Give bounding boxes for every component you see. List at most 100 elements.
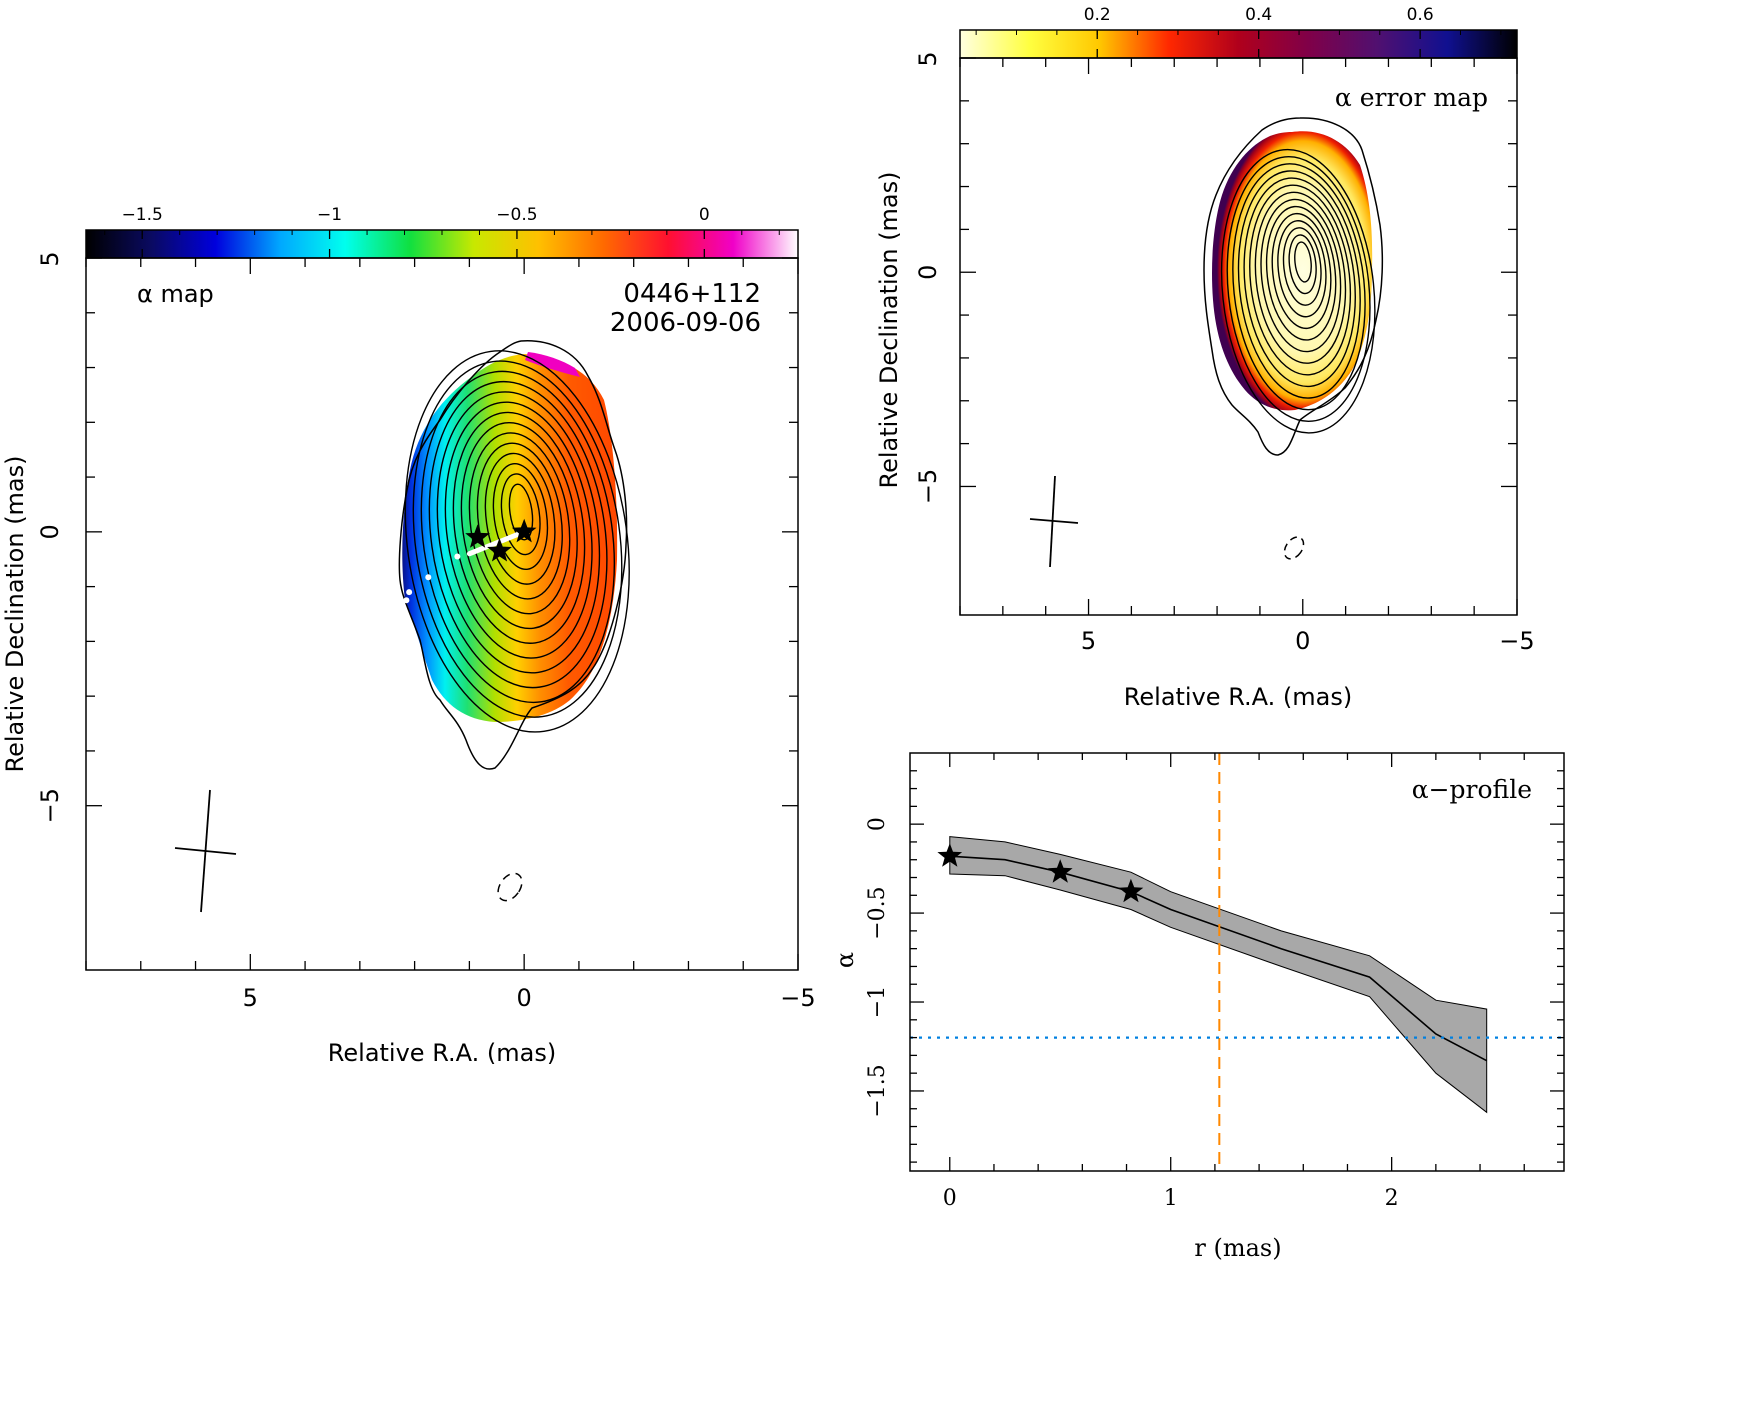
- colorbar-tick-label: −1.5: [122, 205, 163, 225]
- alpha-map-label: α map: [137, 280, 214, 308]
- colorbar-tick-label: −0.5: [496, 205, 537, 225]
- contour-line: [420, 370, 616, 704]
- error-colorbar-ticks: 0.2 0.4 0.6: [975, 5, 1502, 58]
- colorbar-tick-label: 0: [699, 205, 710, 225]
- colorbar-tick-label: 0.4: [1245, 5, 1272, 25]
- alpha-error-map-panel: 5 0.2 0.4 0.6 5 0 −5 0 −5 α error map Relative…: [875, 5, 1535, 711]
- error-map-xlabel: Relative R.A. (mas): [1124, 683, 1352, 711]
- alpha-map-frame: [85, 257, 799, 971]
- error-map-label: α error map: [1335, 83, 1488, 112]
- y-tick-label: 0: [914, 265, 942, 280]
- contour-line: [484, 452, 556, 585]
- y-tick-label: −1.5: [865, 1064, 890, 1117]
- alpha-map-star: [487, 538, 512, 562]
- alpha-map-star: [511, 518, 537, 543]
- y-tick-label: −1: [865, 986, 890, 1018]
- x-tick-label: 0: [517, 984, 532, 1012]
- contour-line: [412, 360, 623, 718]
- beam-ellipse: [497, 872, 523, 902]
- x-tick-label: 5: [243, 984, 258, 1012]
- source-name: 0446+112: [623, 279, 761, 309]
- contour-line: [1282, 227, 1322, 306]
- profile-ylabel: α: [831, 952, 859, 968]
- x-tick-label: 1: [1164, 1186, 1178, 1211]
- contour-line: [1249, 184, 1352, 376]
- alpha-outer-contour: [398, 340, 628, 770]
- error-color-field: [1212, 131, 1373, 411]
- alpha-map-axis-ticks: 5 0 −5 0 −5: [36, 257, 816, 1012]
- contour-line: [1288, 234, 1317, 295]
- ridge-point: [403, 597, 410, 604]
- error-map-frame: [959, 57, 1518, 616]
- contour-line: [1294, 241, 1312, 283]
- error-map-image: [1212, 131, 1373, 411]
- alpha-map-star: [465, 524, 490, 548]
- x-tick-label: −5: [1499, 627, 1534, 655]
- profile-line: [949, 855, 1488, 1062]
- profile-star: [937, 843, 963, 867]
- error-map-axis-ticks: 5 0 −5 0 −5: [914, 57, 1535, 655]
- error-beam-ellipse: [1283, 536, 1305, 560]
- profile-xlabel: r (mas): [1194, 1234, 1281, 1262]
- ridge-point: [454, 553, 461, 560]
- y-tick-label: −5: [36, 788, 64, 823]
- alpha-map-panel: 5 −1.5 −1 −0.5 0 5 0 −5 0 −5 α map 0446+112 200…: [1, 205, 816, 1067]
- contour-line: [1220, 148, 1376, 434]
- alpha-map-stars: [465, 518, 537, 562]
- colorbar-side-label-e: 5: [914, 51, 942, 66]
- contour-line: [1237, 170, 1361, 399]
- contour-line: [1243, 177, 1356, 388]
- error-outer-contour: [1203, 117, 1384, 456]
- profile-star: [1118, 878, 1144, 903]
- x-tick-label: 2: [1385, 1186, 1399, 1211]
- contour-line: [476, 442, 563, 600]
- x-tick-label: 5: [1081, 627, 1096, 655]
- error-colorbar: [959, 29, 1518, 59]
- colorbar-tick-label: 0.2: [1084, 5, 1111, 25]
- x-tick-label: 0: [1295, 627, 1310, 655]
- profile-axis-ticks: 0 1 2 0 −0.5 −1 −1.5: [865, 753, 1564, 1211]
- ridge-point: [406, 589, 413, 596]
- colorbar-side-label-a: 5: [36, 251, 64, 266]
- observation-date: 2006-09-06: [610, 308, 761, 338]
- profile-error-band: [949, 836, 1488, 1114]
- error-map-contours: [1220, 148, 1376, 434]
- ridge-point: [425, 574, 432, 581]
- colorbar-tick-label: 0.6: [1407, 5, 1434, 25]
- profile-plot-area: [910, 753, 1564, 1171]
- y-tick-label: 0: [36, 524, 64, 539]
- error-map-ylabel: Relative Declination (mas): [875, 171, 903, 488]
- y-tick-label: 0: [865, 817, 890, 831]
- profile-frame: [909, 752, 1565, 1172]
- contour-line: [1260, 198, 1342, 353]
- contour-line: [1232, 163, 1366, 411]
- contour-line: [1277, 220, 1327, 318]
- contour-line: [500, 473, 541, 556]
- contour-line: [468, 432, 571, 615]
- contour-line: [492, 463, 549, 571]
- y-tick-label: −0.5: [865, 886, 890, 939]
- contour-line: [436, 391, 601, 674]
- alpha-map-ylabel: Relative Declination (mas): [1, 455, 29, 772]
- alpha-colorbar-ticks: −1.5 −1 −0.5 0: [104, 205, 780, 258]
- alpha-map-contours: [404, 350, 630, 733]
- alpha-map-xlabel: Relative R.A. (mas): [328, 1039, 556, 1067]
- beam-cross: [174, 789, 237, 913]
- contour-line: [1265, 205, 1337, 341]
- error-beam-cross: [1029, 475, 1079, 568]
- alpha-ridge-line: [403, 529, 527, 604]
- contour-line: [444, 401, 593, 659]
- ridge-segment: [466, 529, 527, 557]
- alpha-profile-panel: 0 1 2 0 −0.5 −1 −1.5 α−profile r (mas) α: [831, 752, 1565, 1262]
- alpha-edge-magenta: [525, 352, 580, 377]
- contour-line: [1254, 191, 1347, 364]
- x-tick-label: −5: [780, 984, 815, 1012]
- contour-line: [460, 421, 578, 630]
- x-tick-label: 0: [943, 1186, 957, 1211]
- profile-star: [1047, 859, 1073, 883]
- contour-line: [1226, 156, 1371, 422]
- contour-line: [508, 483, 534, 541]
- contour-line: [1271, 212, 1332, 330]
